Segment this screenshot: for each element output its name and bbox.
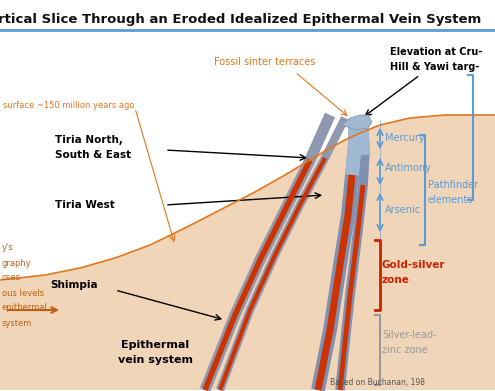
Text: Based on Buchanan, 198: Based on Buchanan, 198: [330, 377, 425, 386]
Text: zinc zone: zinc zone: [382, 345, 428, 355]
Text: Mercury: Mercury: [385, 133, 425, 143]
Text: Silver-lead-: Silver-lead-: [382, 330, 437, 340]
Text: Antimony: Antimony: [385, 163, 432, 173]
Text: elements: elements: [428, 195, 474, 205]
Text: Epithermal: Epithermal: [121, 340, 189, 350]
Text: Shimpia: Shimpia: [50, 280, 98, 290]
Text: rtical Slice Through an Eroded Idealized Epithermal Vein System: rtical Slice Through an Eroded Idealized…: [0, 14, 481, 27]
Text: y's: y's: [2, 244, 14, 253]
Text: Gold-silver: Gold-silver: [382, 260, 446, 270]
Text: ous levels: ous levels: [2, 289, 44, 298]
Polygon shape: [0, 115, 495, 390]
Text: zone: zone: [382, 275, 410, 285]
Text: Elevation at Cru-: Elevation at Cru-: [390, 47, 482, 57]
Text: Tiria North,: Tiria North,: [55, 135, 123, 145]
Text: Arsenic: Arsenic: [385, 205, 421, 215]
Polygon shape: [342, 115, 372, 130]
Text: Pathfinder: Pathfinder: [428, 180, 478, 190]
Text: Fossil sinter terraces: Fossil sinter terraces: [214, 57, 316, 67]
Text: epithermal: epithermal: [2, 303, 48, 312]
Text: South & East: South & East: [55, 150, 131, 160]
Text: system: system: [2, 319, 32, 328]
Text: surface ~150 million years ago: surface ~150 million years ago: [3, 100, 135, 109]
Text: vein system: vein system: [117, 355, 193, 365]
Text: oses: oses: [2, 273, 21, 283]
Text: Tiria West: Tiria West: [55, 200, 115, 210]
Text: graphy: graphy: [2, 258, 32, 267]
Text: Hill & Yawi targ-: Hill & Yawi targ-: [390, 62, 479, 72]
